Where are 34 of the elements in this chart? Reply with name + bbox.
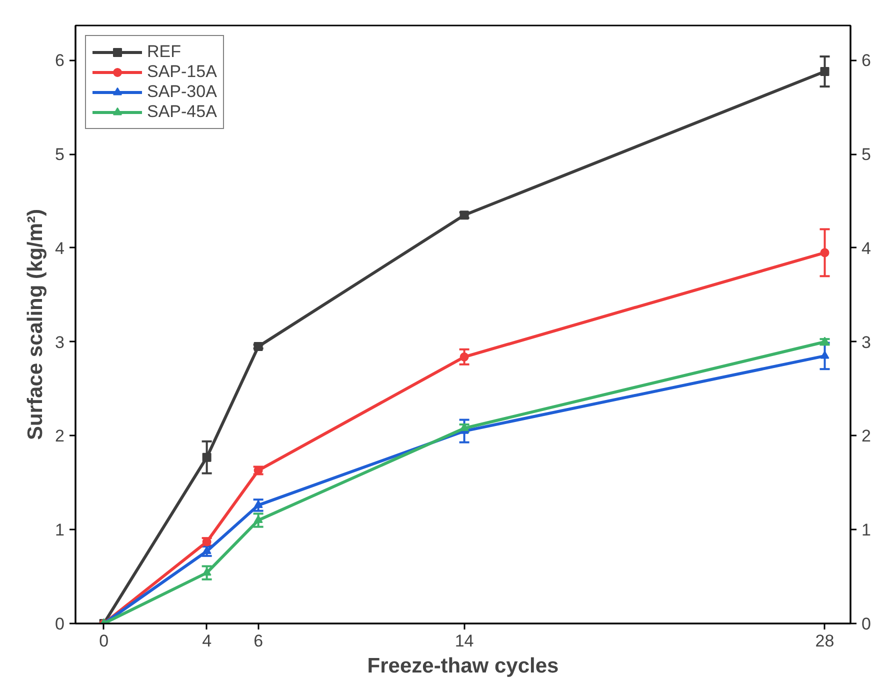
x-tick-label: 28 bbox=[815, 632, 834, 650]
y2-tick-label: 0 bbox=[862, 614, 871, 634]
legend-label: SAP-45A bbox=[147, 102, 217, 122]
point bbox=[820, 67, 830, 76]
point bbox=[202, 546, 212, 554]
point bbox=[254, 500, 263, 508]
y-axis-title: Surface scaling (kg/m²) bbox=[24, 208, 48, 440]
y-tick-label: 2 bbox=[55, 426, 65, 446]
legend-label: SAP-30A bbox=[147, 82, 217, 102]
y-tick-label: 4 bbox=[55, 238, 65, 258]
point bbox=[820, 350, 830, 359]
point bbox=[254, 342, 263, 352]
x-tick-label: 0 bbox=[99, 632, 109, 650]
y2-tick-label: 2 bbox=[862, 426, 871, 446]
legend-label: SAP-15A bbox=[147, 62, 217, 82]
point bbox=[254, 515, 263, 524]
y2-tick-label: 5 bbox=[862, 145, 871, 164]
point bbox=[202, 452, 212, 462]
point bbox=[820, 248, 830, 258]
x-tick-label: 6 bbox=[254, 632, 264, 650]
y-tick-label: 1 bbox=[55, 520, 65, 540]
y2-tick-label: 3 bbox=[862, 332, 871, 352]
x-tick-label: 14 bbox=[454, 632, 474, 650]
point bbox=[460, 352, 469, 362]
y-tick-label: 5 bbox=[55, 145, 65, 164]
x-tick-label: 4 bbox=[202, 632, 212, 650]
y-tick-label: 6 bbox=[55, 51, 65, 70]
y-tick-label: 0 bbox=[55, 614, 65, 634]
x-axis-title: Freeze-thaw cycles bbox=[367, 654, 559, 678]
y2-tick-label: 4 bbox=[862, 238, 871, 258]
y2-tick-label: 1 bbox=[862, 520, 871, 540]
y2-tick-label: 6 bbox=[862, 51, 871, 70]
legend-label: REF bbox=[147, 42, 181, 62]
y-tick-label: 3 bbox=[55, 332, 65, 352]
